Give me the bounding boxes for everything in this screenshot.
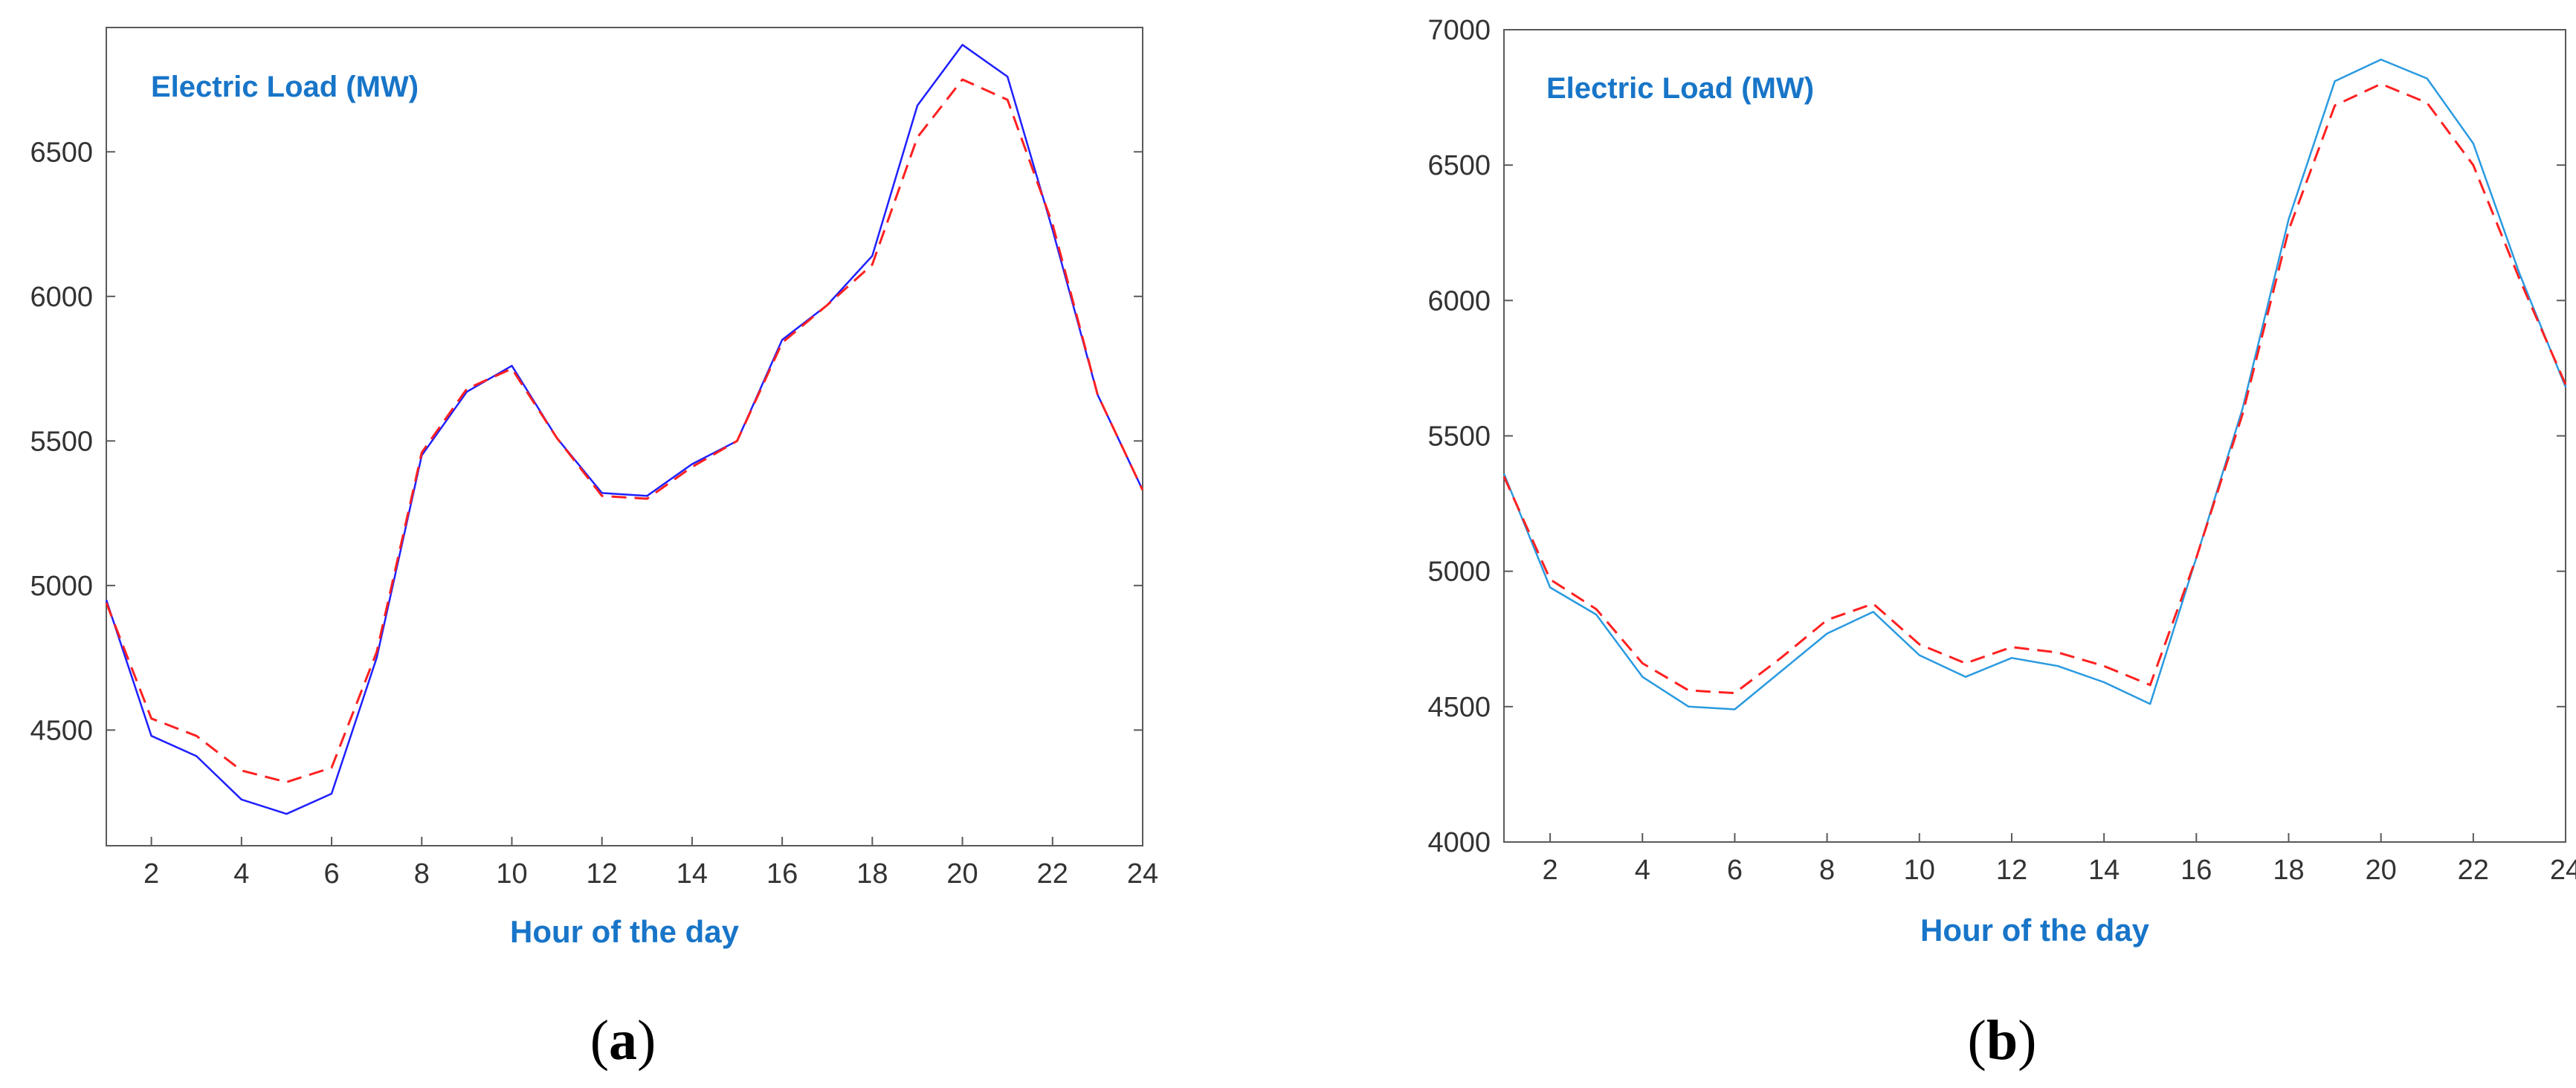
x-tick-label: 4 [1635,855,1650,886]
x-tick-label: 6 [1727,855,1743,886]
plot-frame [106,27,1143,846]
x-tick-label: 22 [2458,855,2489,886]
x-tick-label: 18 [856,858,888,890]
chart-panel-b: 2 4 6 8 10 12 14 16 18 20 22 2440004500500055006000… [1427,15,2576,1072]
x-tick-label: 8 [414,858,430,890]
x-tick-label: 24 [1127,858,1158,890]
series-line-forecast [1502,82,2567,695]
x-tick-label: 14 [2088,855,2120,886]
x-tick-label: 10 [496,858,527,890]
y-tick-label: 6500 [30,137,93,168]
x-axis-label: Hour of the day [1920,913,2150,948]
x-tick-label: 12 [587,858,618,890]
panel-label-open: ( [1968,1009,1986,1072]
x-tick-label: 4 [233,858,249,890]
y-tick-label: 6000 [30,282,93,313]
y-tick-label: 5000 [1427,557,1491,588]
x-tick-label: 24 [2550,855,2576,886]
series-label: Electric Load (MW) [1546,72,1814,105]
y-tick-label: 6500 [1427,150,1491,181]
series-line-forecast [105,78,1144,783]
panel-label-letter: b [1986,1009,2018,1072]
panel-label-letter: a [609,1009,637,1072]
x-tick-label: 10 [1904,855,1935,886]
y-tick-label: 6000 [1427,285,1491,317]
panel-label-open: ( [590,1009,609,1072]
panel-label: (a) [590,1009,656,1072]
y-tick-label: 4000 [1427,827,1491,858]
chart-panel-a: 2 4 6 8 10 12 14 16 18 20 22 2445005000550060006500… [30,27,1158,1072]
x-tick-label: 16 [2180,855,2212,886]
y-tick-label: 4500 [1427,692,1491,723]
x-tick-label: 14 [677,858,708,890]
series-line-actual [105,44,1144,815]
x-axis-label: Hour of the day [510,914,740,949]
x-tick-label: 2 [1543,855,1558,886]
y-tick-label: 7000 [1427,15,1491,46]
y-tick-label: 5500 [30,426,93,457]
x-tick-label: 20 [946,858,978,890]
panel-label: (b) [1968,1009,2037,1072]
panel-label-close: ) [2018,1009,2036,1072]
panel-label-close: ) [637,1009,656,1072]
x-tick-label: 8 [1819,855,1835,886]
x-tick-label: 6 [323,858,339,890]
y-tick-label: 5000 [30,571,93,602]
x-tick-label: 18 [2273,855,2304,886]
x-tick-label: 16 [766,858,798,890]
y-tick-label: 5500 [1427,421,1491,453]
x-tick-label: 2 [143,858,159,890]
x-tick-label: 20 [2366,855,2397,886]
series-line-actual [1502,58,2567,710]
series-label: Electric Load (MW) [151,71,419,103]
x-tick-label: 22 [1037,858,1068,890]
plot-frame [1503,29,2566,843]
y-tick-label: 4500 [30,715,93,746]
x-tick-label: 12 [1996,855,2027,886]
